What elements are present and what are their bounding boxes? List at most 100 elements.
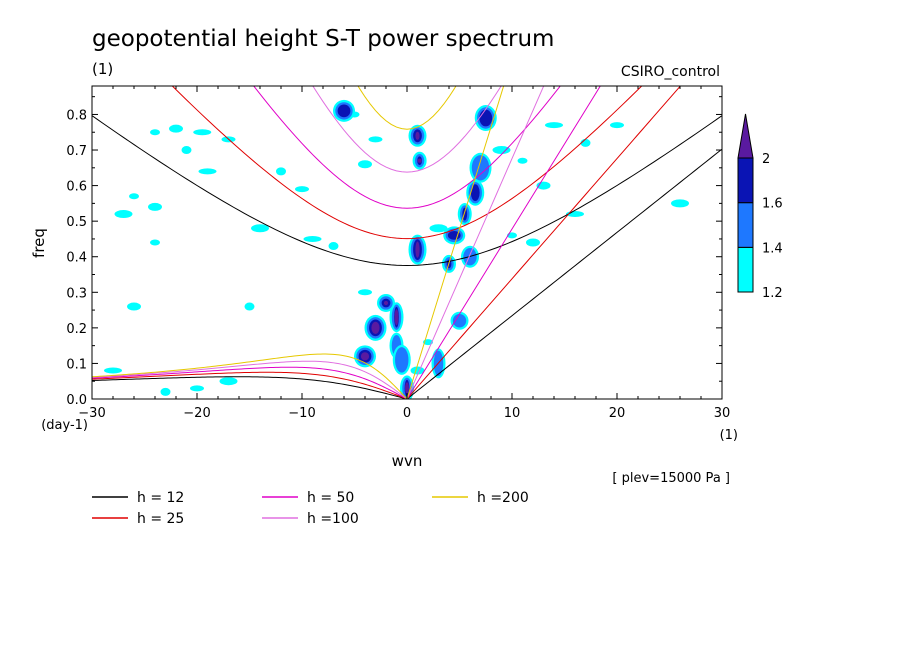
x-tick-label: 30 [714, 406, 731, 421]
x-tick-label: 20 [609, 406, 626, 421]
plev-note: [ plev=15000 Pa ] [612, 471, 730, 486]
x-tick-label: −10 [288, 406, 315, 421]
scatter-blob [129, 193, 139, 200]
contour-blob [394, 309, 399, 326]
scatter-blob [251, 224, 269, 233]
y-tick-label: 0.5 [66, 215, 87, 230]
y-axis-label: freq [30, 228, 48, 258]
y-tick-label: 0.0 [66, 393, 87, 408]
y-tick-label: 0.2 [66, 322, 87, 337]
scatter-blob [150, 239, 160, 246]
scatter-blob [295, 186, 309, 193]
contour-blob [479, 109, 493, 127]
scatter-blob [169, 124, 183, 133]
colorbar-label: 2 [762, 152, 770, 167]
scatter-blob [610, 122, 624, 129]
colorbar: 1.2 1.4 1.6 2 [737, 113, 783, 301]
x-tick-label: −20 [183, 406, 210, 421]
scatter-blob [410, 366, 425, 375]
scatter-blob [148, 202, 162, 211]
axes: −30 −20 −10 0 10 20 30 0.0 0.1 0.2 0.3 0.4 0.5 0.6 0.7… [66, 85, 731, 421]
rossby-curve [92, 353, 408, 399]
chart-subtitle-left: (1) [92, 60, 113, 78]
y-tick-label: 0.7 [66, 144, 87, 159]
kelvin-curve [406, 86, 545, 399]
kelvin-curve [406, 86, 682, 399]
contour-blob [417, 158, 422, 163]
scatter-blob [181, 146, 192, 155]
scatter-blob [193, 129, 212, 136]
gravity-curve [357, 86, 457, 130]
scatter-blob [358, 289, 372, 296]
scatter-blob [219, 377, 238, 386]
contour-blob [405, 382, 409, 395]
y-tick-label: 0.4 [66, 251, 87, 266]
legend-label: h =100 [307, 511, 359, 527]
y-tick-label: 0.6 [66, 180, 87, 195]
scatter-blob [545, 122, 563, 129]
contour-blob [415, 241, 420, 258]
scatter-blob [190, 385, 204, 392]
y-tick-label: 0.1 [66, 357, 87, 372]
x-axis-label: wvn [392, 452, 423, 470]
scatter-blob [358, 160, 372, 169]
x-tick-label: 10 [504, 406, 521, 421]
chart-subtitle-right: CSIRO_control [621, 64, 720, 80]
scatter-blob [517, 157, 528, 164]
y-tick-label: 0.8 [66, 108, 87, 123]
legend: h = 12 h = 25 h = 50 h =100 h =200 [92, 490, 529, 527]
contour-blob [447, 230, 461, 240]
scatter-blob [303, 235, 322, 242]
contour-blob [371, 321, 380, 334]
scatter-blob [492, 146, 511, 155]
contour-blob [360, 352, 370, 361]
colorbar-segment [737, 246, 754, 293]
gravity-curve [312, 86, 502, 173]
rossby-curve [92, 371, 408, 399]
gravity-curve [171, 86, 643, 240]
scatter-blob [671, 199, 689, 208]
scatter-blob [127, 302, 141, 311]
plot-inner [92, 86, 722, 399]
colorbar-label: 1.4 [762, 241, 783, 256]
gravity-curve [253, 86, 561, 209]
scatter-blob [160, 387, 171, 396]
colorbar-segment [737, 202, 754, 248]
scatter-blob [276, 167, 286, 176]
contour-blob [395, 347, 409, 373]
colorbar-arrow [737, 113, 754, 159]
kelvin-curve [406, 148, 722, 399]
contour-blob [452, 314, 467, 328]
contour-blob [470, 184, 480, 202]
contour-blob [471, 155, 490, 181]
kelvin-curve [406, 86, 505, 399]
colorbar-segment [737, 157, 754, 204]
legend-label: h = 50 [307, 490, 354, 506]
scatter-blob [198, 168, 217, 175]
colorbar-label: 1.2 [762, 286, 783, 301]
x-axis-unit: (1) [720, 428, 738, 443]
plot-area [92, 86, 722, 399]
colorbar-label: 1.6 [762, 197, 783, 212]
scatter-blob [104, 367, 122, 374]
scatter-blob [526, 238, 540, 247]
scatter-blob [368, 136, 383, 143]
chart-title: geopotential height S-T power spectrum [92, 26, 554, 52]
contour-blob [383, 300, 389, 306]
rossby-curve [92, 360, 408, 399]
contour-blob [337, 104, 351, 118]
x-tick-label: 0 [403, 406, 411, 421]
x-tick-label: −30 [78, 406, 105, 421]
scatter-blob [150, 129, 160, 136]
scatter-blob [429, 224, 448, 233]
rossby-curve [92, 376, 408, 399]
y-axis-unit: (day-1) [41, 418, 88, 433]
scatter-blob [114, 210, 133, 219]
legend-label: h =200 [477, 490, 529, 506]
rossby-curve [92, 366, 408, 399]
legend-label: h = 25 [137, 511, 184, 527]
scatter-blob [244, 302, 255, 311]
gravity-curve [92, 115, 722, 266]
kelvin-curve [406, 86, 601, 399]
